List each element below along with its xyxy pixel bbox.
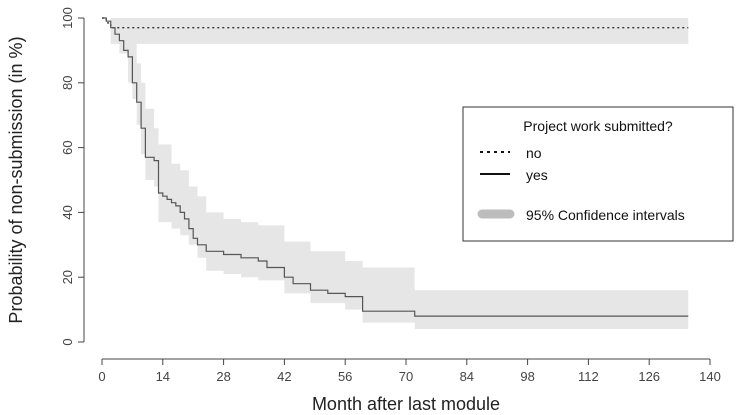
curve-no (102, 17, 689, 29)
y-axis-title: Probability of non-submission (in %) (6, 36, 26, 323)
legend-ci-label: 95% Confidence intervals (526, 207, 685, 223)
x-tick-label: 14 (156, 369, 170, 384)
y-tick-label: 40 (60, 205, 75, 219)
axes: 0 14 28 42 56 70 84 98 112 126 140 0 20 40 60 80 100 (60, 7, 721, 384)
x-tick-label: 28 (216, 369, 230, 384)
x-tick-label: 112 (578, 369, 599, 384)
x-tick-label: 0 (98, 369, 105, 384)
legend-yes-label: yes (526, 167, 548, 183)
x-tick-label: 70 (399, 369, 413, 384)
x-tick-label: 42 (277, 369, 291, 384)
ci-band-yes (102, 18, 689, 329)
x-axis-title: Month after last module (312, 394, 500, 414)
ci-band-no (102, 18, 689, 44)
x-tick-label: 84 (460, 369, 474, 384)
curve-yes (102, 17, 689, 317)
x-tick-label: 98 (520, 369, 534, 384)
x-tick-label: 56 (338, 369, 352, 384)
y-tick-label: 100 (60, 7, 75, 29)
survival-curves (102, 17, 689, 317)
confidence-bands (102, 18, 689, 329)
legend-title: Project work submitted? (523, 118, 673, 134)
x-tick-label: 126 (638, 369, 660, 384)
y-tick-label: 0 (60, 338, 75, 345)
x-tick-label: 140 (699, 369, 721, 384)
legend-no-label: no (526, 145, 542, 161)
y-tick-label: 60 (60, 140, 75, 154)
legend: Project work submitted? no yes 95% Confi… (462, 106, 734, 242)
y-tick-label: 20 (60, 270, 75, 284)
y-tick-label: 80 (60, 76, 75, 90)
